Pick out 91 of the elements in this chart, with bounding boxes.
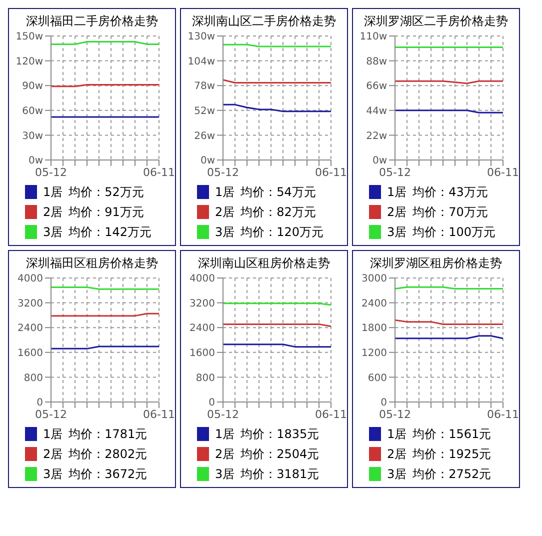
legend-label: 3居 <box>43 224 63 240</box>
text: 均价：2802元 <box>68 446 148 462</box>
x-tick-label: 06-11 <box>487 166 519 179</box>
y-tick-label: 3200 <box>190 298 215 310</box>
legend-label: 1居 <box>215 184 235 200</box>
text: 均价：142万元 <box>68 224 152 240</box>
x-tick-label: 05-12 <box>207 166 239 179</box>
y-tick-label: 44w <box>366 106 387 117</box>
y-tick-label: 0w <box>372 156 387 167</box>
text: 均价：91万元 <box>68 204 144 220</box>
text: 均价：43万元 <box>412 184 488 200</box>
chart-title: 深圳罗湖区二手房价格走势 <box>363 13 509 30</box>
line-series <box>223 104 331 112</box>
text: 均价：3672元 <box>68 466 148 482</box>
y-tick-label: 30w <box>22 130 43 142</box>
x-tick-label: 06-11 <box>143 408 175 421</box>
y-tick-label: 26w <box>194 130 215 142</box>
legend-label: 1居 <box>43 426 63 442</box>
text: 均价：1925元 <box>412 446 492 462</box>
x-tick-label: 06-11 <box>487 408 519 421</box>
y-tick-label: 90w <box>22 81 43 92</box>
y-tick-label: 0 <box>380 398 387 409</box>
y-tick-label: 800 <box>24 372 43 384</box>
x-tick-label: 05-12 <box>35 408 67 421</box>
legend-label: 3居 <box>215 466 235 482</box>
text: 均价：54万元 <box>240 184 316 200</box>
text: 均价：1835元 <box>240 426 320 442</box>
legend-label: 2居 <box>387 446 407 462</box>
chart-title: 深圳福田二手房价格走势 <box>25 13 159 30</box>
text: 均价：120万元 <box>240 224 324 240</box>
y-tick-label: 1600 <box>190 348 215 359</box>
y-tick-label: 1200 <box>362 348 387 359</box>
text: 均价：1781元 <box>68 426 148 442</box>
y-tick-label: 2400 <box>362 298 387 310</box>
legend-label: 2居 <box>387 204 407 220</box>
y-tick-label: 104w <box>188 56 215 68</box>
y-tick-label: 3000 <box>362 274 387 285</box>
legend-label: 3居 <box>43 466 63 482</box>
text: 均价：2752元 <box>412 466 492 482</box>
legend-label: 1居 <box>387 184 407 200</box>
y-tick-label: 60w <box>22 106 43 117</box>
y-tick-label: 4000 <box>18 274 43 285</box>
text: 均价：1561元 <box>412 426 492 442</box>
y-tick-label: 4000 <box>190 274 215 285</box>
legend-label: 3居 <box>215 224 235 240</box>
legend-label: 2居 <box>43 204 63 220</box>
x-tick-label: 05-12 <box>35 166 67 179</box>
y-tick-label: 130w <box>188 32 215 43</box>
text: 均价：82万元 <box>240 204 316 220</box>
legend-label: 2居 <box>43 446 63 462</box>
x-tick-label: 06-11 <box>143 166 175 179</box>
legend-label: 1居 <box>43 184 63 200</box>
y-tick-label: 800 <box>196 372 215 384</box>
y-tick-label: 3200 <box>18 298 43 310</box>
y-tick-label: 52w <box>194 106 215 117</box>
legend-label: 3居 <box>387 224 407 240</box>
x-tick-label: 06-11 <box>315 408 347 421</box>
x-tick-label: 05-12 <box>207 408 239 421</box>
text: 均价：100万元 <box>412 224 496 240</box>
text: 均价：70万元 <box>412 204 488 220</box>
y-tick-label: 1800 <box>362 323 387 334</box>
y-tick-label: 1600 <box>18 348 43 359</box>
y-tick-label: 150w <box>16 32 43 43</box>
y-tick-label: 78w <box>194 81 215 92</box>
y-tick-label: 120w <box>16 56 43 68</box>
chart-title: 深圳福田区租房价格走势 <box>25 255 159 272</box>
legend-label: 1居 <box>387 426 407 442</box>
y-tick-label: 2400 <box>190 323 215 334</box>
legend-label: 2居 <box>215 446 235 462</box>
y-tick-label: 0 <box>36 398 43 409</box>
y-tick-label: 0w <box>28 156 43 167</box>
y-tick-label: 22w <box>366 130 387 142</box>
x-tick-label: 05-12 <box>379 408 411 421</box>
chart-title: 深圳南山区租房价格走势 <box>197 255 331 272</box>
y-tick-label: 88w <box>366 56 387 68</box>
legend-label: 1居 <box>215 426 235 442</box>
chart-title: 深圳罗湖区租房价格走势 <box>369 255 503 272</box>
y-tick-label: 66w <box>366 81 387 92</box>
x-tick-label: 05-12 <box>379 166 411 179</box>
x-tick-label: 06-11 <box>315 166 347 179</box>
y-tick-label: 0w <box>200 156 215 167</box>
chart-title: 深圳南山区二手房价格走势 <box>191 13 337 30</box>
y-tick-label: 2400 <box>18 323 43 334</box>
text: 均价：3181元 <box>240 466 320 482</box>
y-tick-label: 110w <box>360 32 387 43</box>
legend-label: 3居 <box>387 466 407 482</box>
y-tick-label: 600 <box>368 372 387 384</box>
text: 均价：2504元 <box>240 446 320 462</box>
legend-label: 2居 <box>215 204 235 220</box>
text: 均价：52万元 <box>68 184 144 200</box>
y-tick-label: 0 <box>208 398 215 409</box>
